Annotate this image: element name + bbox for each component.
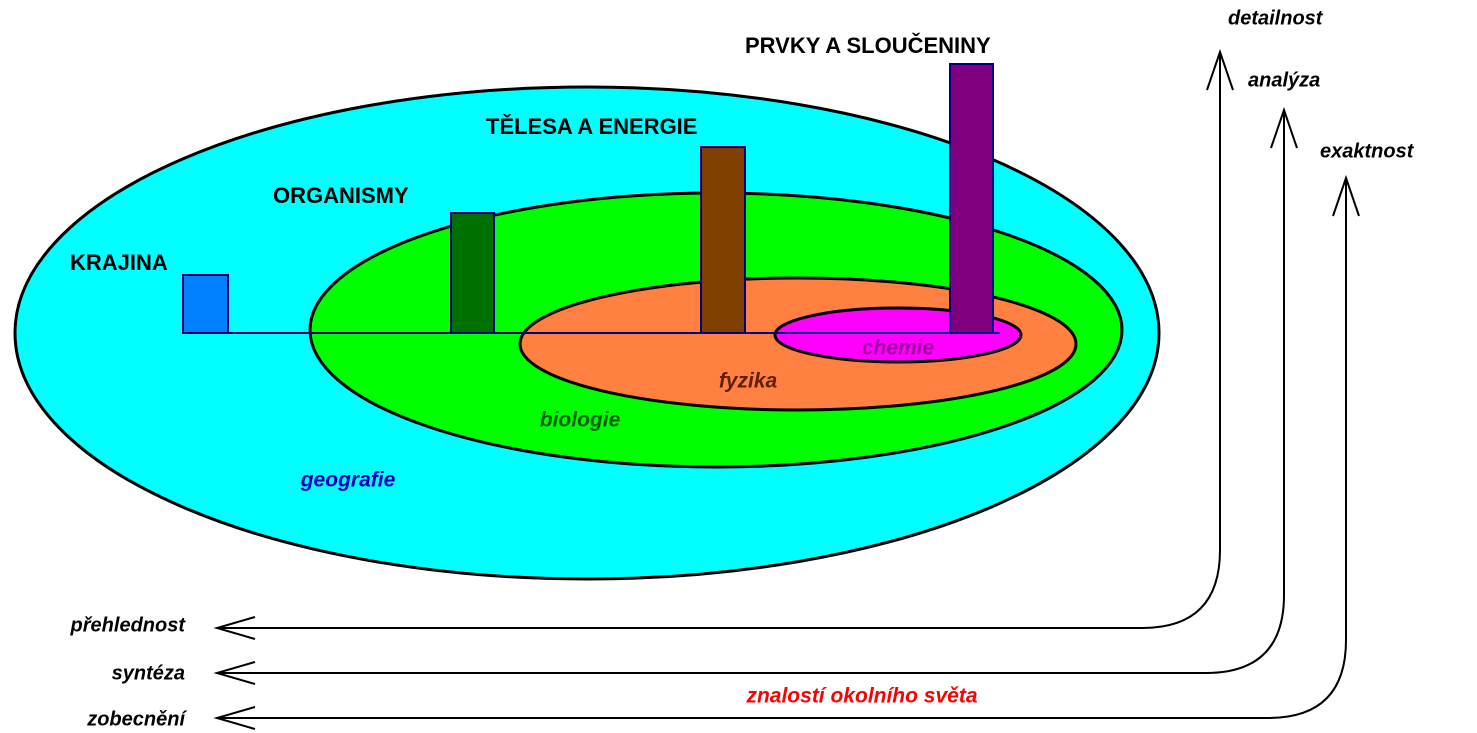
bar [700, 146, 746, 334]
arrow [217, 178, 1347, 719]
science-label: fyzika [719, 370, 778, 393]
bar [450, 212, 495, 334]
axis-label: syntéza [112, 662, 185, 684]
bar [182, 274, 229, 334]
science-label: geografie [300, 469, 396, 492]
axis-caption: znalostí okolního světa [745, 685, 977, 708]
axis-label: analýza [1248, 69, 1320, 91]
arrow [217, 110, 1285, 674]
arrowhead [213, 48, 1234, 640]
science-label: chemie [862, 337, 935, 360]
level-label: PRVKY A SLOUČENINY [745, 33, 991, 58]
level-label: ORGANISMY [273, 183, 409, 208]
axis-label: detailnost [1228, 7, 1324, 29]
bar [949, 63, 994, 334]
science-label: biologie [540, 409, 621, 432]
axis-label: zobecnění [86, 708, 187, 730]
level-label: TĚLESA A ENERGIE [486, 114, 697, 139]
axis-label: exaktnost [1320, 140, 1415, 162]
arrowhead [213, 106, 1298, 685]
axis-label: přehlednost [70, 614, 187, 636]
arrowhead [213, 174, 1360, 730]
level-label: KRAJINA [70, 250, 168, 275]
arrow [217, 52, 1221, 629]
